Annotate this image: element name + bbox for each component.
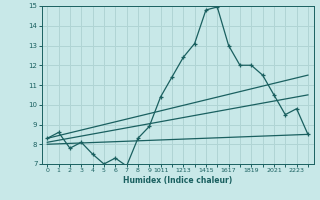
X-axis label: Humidex (Indice chaleur): Humidex (Indice chaleur) — [123, 176, 232, 185]
